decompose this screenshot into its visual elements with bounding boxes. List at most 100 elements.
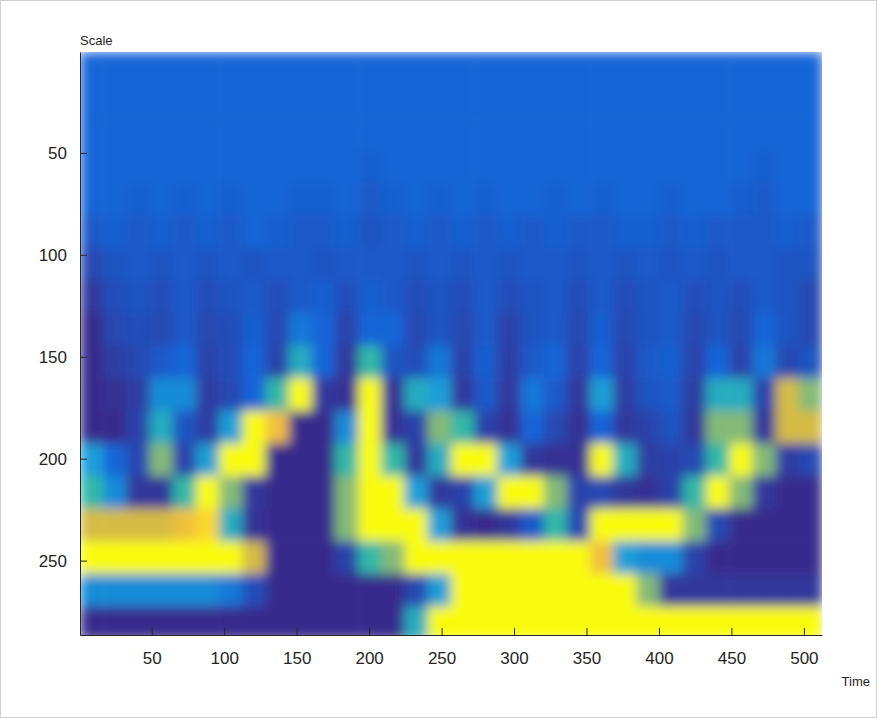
cell (103, 85, 127, 118)
tick-label: 150 (39, 348, 67, 367)
cell (150, 182, 174, 215)
cell (266, 443, 290, 476)
cell (196, 606, 220, 635)
cell (637, 509, 661, 542)
cell (150, 378, 174, 411)
cell (381, 248, 405, 281)
cell (660, 509, 684, 542)
cell (266, 574, 290, 607)
cell (497, 476, 521, 509)
cell (683, 313, 707, 346)
cell (683, 346, 707, 379)
cell (428, 378, 452, 411)
cell (196, 443, 220, 476)
cell (799, 150, 822, 183)
cell (521, 150, 545, 183)
cell (358, 606, 382, 635)
cell (289, 117, 313, 150)
cell (358, 411, 382, 444)
cell (544, 280, 568, 313)
cell (150, 248, 174, 281)
cell (80, 378, 104, 411)
cell (474, 606, 498, 635)
cell (196, 248, 220, 281)
tick: 400 (645, 628, 673, 668)
cell (173, 411, 197, 444)
cell (289, 541, 313, 574)
cell (637, 150, 661, 183)
cell (173, 280, 197, 313)
cell (776, 117, 800, 150)
cell (544, 574, 568, 607)
cell (381, 411, 405, 444)
cell (776, 182, 800, 215)
cell (776, 443, 800, 476)
cell (173, 509, 197, 542)
cell (405, 85, 429, 118)
cell (637, 411, 661, 444)
cell (150, 280, 174, 313)
cell (776, 346, 800, 379)
cell (752, 313, 776, 346)
cell (80, 443, 104, 476)
cell (126, 248, 150, 281)
cell (567, 443, 591, 476)
cell (613, 117, 637, 150)
cell (521, 476, 545, 509)
cell (80, 52, 104, 85)
cell (474, 280, 498, 313)
cell (173, 606, 197, 635)
cell (776, 150, 800, 183)
cell (752, 182, 776, 215)
cell (428, 313, 452, 346)
cell (799, 280, 822, 313)
cell (358, 476, 382, 509)
cell (196, 346, 220, 379)
cell (358, 443, 382, 476)
cell (729, 280, 753, 313)
cell (103, 606, 127, 635)
cell (683, 443, 707, 476)
tick: 50 (48, 144, 87, 163)
cell (242, 541, 266, 574)
cell (358, 85, 382, 118)
cell (497, 541, 521, 574)
cell (706, 215, 730, 248)
cell (428, 52, 452, 85)
y-axis-title: Scale (80, 33, 113, 48)
cell (613, 443, 637, 476)
cell (428, 346, 452, 379)
cell (706, 509, 730, 542)
tick-mark (369, 628, 370, 635)
tick-label: 300 (500, 649, 528, 668)
cell (219, 280, 243, 313)
cell (613, 215, 637, 248)
cell (358, 346, 382, 379)
cell (289, 443, 313, 476)
cell (706, 606, 730, 635)
cell (799, 443, 822, 476)
cell (521, 215, 545, 248)
cell (451, 52, 475, 85)
cell (242, 346, 266, 379)
axis-line (81, 635, 823, 636)
cell (613, 52, 637, 85)
cell (428, 606, 452, 635)
cell (312, 52, 336, 85)
cell (196, 85, 220, 118)
cell (497, 215, 521, 248)
cell (173, 117, 197, 150)
cell (103, 378, 127, 411)
cell (289, 280, 313, 313)
cell (799, 378, 822, 411)
cell (613, 574, 637, 607)
cell (729, 52, 753, 85)
cell (381, 378, 405, 411)
cell (729, 443, 753, 476)
cell (706, 411, 730, 444)
cell (428, 476, 452, 509)
cell (706, 313, 730, 346)
cell (706, 541, 730, 574)
tick-label: 50 (143, 649, 162, 668)
cell (219, 117, 243, 150)
